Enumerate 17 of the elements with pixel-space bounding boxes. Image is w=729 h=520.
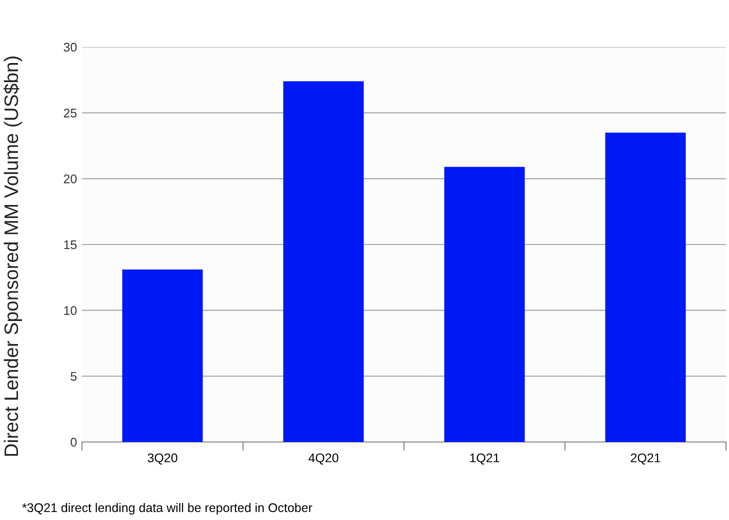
x-tick-label: 3Q20 — [148, 453, 178, 465]
x-tick-label: 2Q21 — [630, 453, 660, 465]
y-tick-label: 5 — [70, 372, 77, 381]
y-tick-label: 30 — [64, 42, 77, 52]
text: *3Q21 direct lending data will be reported in October — [22, 502, 312, 515]
x-tick-label: 4Q20 — [308, 453, 338, 465]
bar — [283, 81, 364, 442]
y-tick-label: 15 — [64, 240, 77, 250]
y-axis-title: Direct Lender Sponsored MM Volume (US$bn) — [4, 56, 22, 456]
bar — [605, 132, 686, 442]
y-tick-label: 25 — [64, 108, 77, 118]
y-tick-label: 20 — [64, 174, 77, 184]
y-tick-label: 10 — [64, 306, 77, 315]
bar — [122, 270, 203, 442]
bar — [444, 166, 525, 442]
x-tick-label: 1Q21 — [470, 453, 500, 465]
y-tick-label: 0 — [70, 438, 77, 447]
